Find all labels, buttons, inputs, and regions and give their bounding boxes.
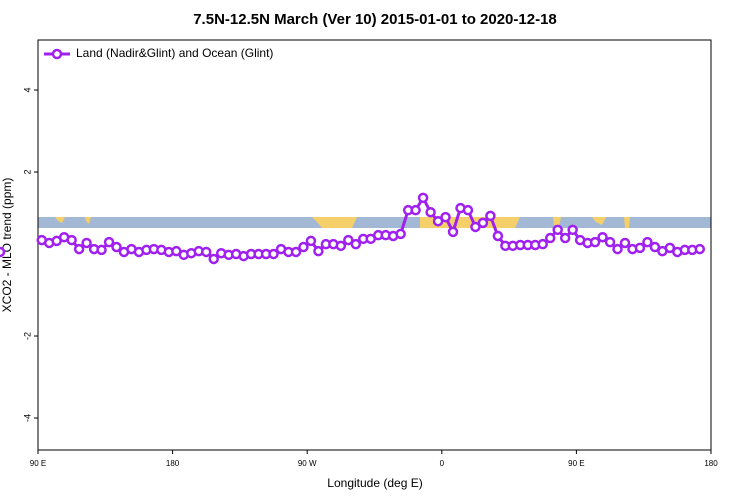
point (66, 234, 77, 246)
x-tick-label: 0 (440, 459, 445, 468)
x-tick-label: 180 (166, 459, 180, 468)
point (537, 238, 548, 250)
point (298, 241, 309, 253)
point (552, 224, 563, 236)
point (208, 253, 219, 265)
point (664, 242, 676, 254)
y-tick-label: -4 (22, 414, 32, 422)
point (462, 204, 474, 216)
point (313, 245, 324, 257)
x-axis-label: Longitude (deg E) (327, 476, 422, 490)
chart-title: 7.5N-12.5N March (Ver 10) 2015-01-01 to … (193, 11, 557, 28)
point (0, 246, 6, 258)
point (634, 242, 646, 254)
point (417, 192, 429, 204)
x-tick-label: 90 W (298, 459, 317, 468)
plot-frame (37, 39, 712, 451)
y-tick-label: 2 (22, 170, 32, 175)
point (432, 215, 444, 227)
point (485, 210, 496, 222)
point (111, 241, 122, 253)
point (343, 234, 354, 246)
point (619, 237, 631, 249)
legend-marker (51, 48, 63, 60)
point (410, 204, 421, 216)
point (103, 236, 115, 248)
x-tick-label: 180 (704, 459, 718, 468)
point (350, 238, 362, 250)
point (694, 243, 706, 255)
point (477, 217, 489, 229)
point (73, 243, 85, 255)
point (447, 226, 459, 238)
point (81, 237, 92, 249)
point (395, 228, 406, 240)
point (290, 246, 302, 258)
y-axis-label: XCO2 - MLO trend (ppm) (0, 178, 14, 313)
point (96, 244, 107, 256)
ocean-band (38, 217, 711, 228)
point (492, 230, 504, 242)
legend-label: Land (Nadir&Glint) and Ocean (Glint) (76, 46, 273, 60)
point (335, 240, 347, 252)
point (604, 236, 616, 248)
point (440, 211, 451, 223)
map-band (38, 217, 711, 228)
x-tick-label: 90 E (30, 459, 46, 468)
point (642, 236, 653, 248)
point (544, 232, 556, 244)
point (589, 236, 601, 248)
point (649, 241, 661, 253)
point (567, 224, 578, 236)
point (305, 235, 317, 247)
point (597, 231, 608, 243)
point (470, 221, 481, 233)
point (201, 246, 212, 258)
x-tick-label: 90 E (568, 459, 584, 468)
y-tick-label: -2 (22, 332, 32, 340)
point (612, 243, 623, 255)
point (268, 248, 279, 260)
y-tick-label: 4 (22, 88, 32, 93)
point (425, 206, 436, 218)
point (559, 232, 571, 244)
